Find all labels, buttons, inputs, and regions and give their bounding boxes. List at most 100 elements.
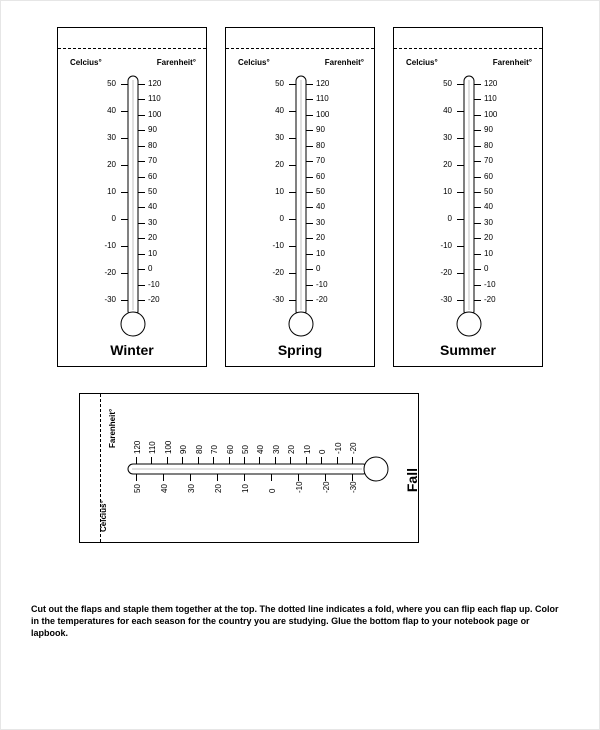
fahrenheit-tick-label: 0 [318,450,327,454]
celsius-tick-label: -30 [440,295,452,304]
celsius-tick [289,165,296,166]
fahrenheit-tick-label: 30 [316,218,325,227]
fahrenheit-tick-label: 50 [241,445,250,454]
celsius-tick [121,138,128,139]
celsius-tick-label: 40 [107,106,116,115]
thermometer-icon [394,28,544,368]
fahrenheit-tick [290,457,291,464]
fahrenheit-tick-label: 80 [316,141,325,150]
fahrenheit-tick-label: 30 [272,445,281,454]
fahrenheit-tick [198,457,199,464]
fahrenheit-tick-label: 90 [484,125,493,134]
fahrenheit-tick [474,238,481,239]
celsius-tick-label: 50 [107,79,116,88]
fahrenheit-tick [138,161,145,162]
fahrenheit-tick [474,84,481,85]
fahrenheit-tick [306,457,307,464]
fahrenheit-tick [306,192,313,193]
fahrenheit-tick [474,161,481,162]
celsius-tick [457,192,464,193]
thermometer-icon [80,394,420,544]
celsius-tick [163,474,164,481]
fahrenheit-tick-label: -10 [334,442,343,454]
celsius-tick [271,474,272,481]
celsius-tick-label: 0 [112,214,116,223]
panel-winter: Celcius°Farenheit°50403020100-10-20-3012… [57,27,207,367]
celsius-tick-label: 10 [443,187,452,196]
page: { "celsius": { "label": "Celcius°", "min… [0,0,600,730]
fahrenheit-tick-label: 60 [484,172,493,181]
celsius-tick-label: -30 [349,481,358,493]
fahrenheit-tick [306,269,313,270]
fahrenheit-tick-label: 20 [484,233,493,242]
fahrenheit-tick [474,192,481,193]
thermometer-icon [58,28,208,368]
celsius-tick [121,165,128,166]
fahrenheit-tick [151,457,152,464]
fahrenheit-tick [306,238,313,239]
fahrenheit-tick-label: 40 [256,445,265,454]
fahrenheit-tick [474,177,481,178]
fahrenheit-tick [474,300,481,301]
celsius-tick [121,300,128,301]
fahrenheit-tick-label: 100 [484,110,497,119]
celsius-tick-label: -20 [104,268,116,277]
panel-spring: Celcius°Farenheit°50403020100-10-20-3012… [225,27,375,367]
fahrenheit-tick-label: 110 [316,94,329,103]
celsius-tick [121,219,128,220]
fahrenheit-tick [306,254,313,255]
fahrenheit-tick [306,161,313,162]
fahrenheit-tick-label: 40 [484,202,493,211]
fahrenheit-tick-label: 80 [484,141,493,150]
panel-title: Winter [58,342,206,358]
fahrenheit-tick-label: 120 [133,441,142,454]
celsius-tick [457,84,464,85]
fahrenheit-tick [474,254,481,255]
celsius-tick [289,246,296,247]
fahrenheit-tick-label: 0 [316,264,320,273]
fahrenheit-tick [306,223,313,224]
fahrenheit-tick [306,207,313,208]
fahrenheit-tick [213,457,214,464]
fahrenheit-tick-label: 40 [148,202,157,211]
fahrenheit-tick [229,457,230,464]
celsius-tick-label: 0 [448,214,452,223]
celsius-tick [244,474,245,481]
panel-title: Fall [404,468,420,492]
fahrenheit-tick [167,457,168,464]
celsius-tick [121,192,128,193]
fahrenheit-tick-label: 40 [316,202,325,211]
fahrenheit-tick-label: -20 [349,442,358,454]
fahrenheit-tick-label: -20 [148,295,160,304]
fahrenheit-tick-label: 110 [148,441,157,454]
celsius-tick-label: -20 [322,481,331,493]
fahrenheit-tick [138,207,145,208]
fahrenheit-tick-label: 90 [179,445,188,454]
fahrenheit-tick [306,84,313,85]
fahrenheit-tick-label: 70 [148,156,157,165]
panel-summer: Celcius°Farenheit°50403020100-10-20-3012… [393,27,543,367]
fahrenheit-tick [474,285,481,286]
fahrenheit-tick [306,177,313,178]
fahrenheit-tick [138,254,145,255]
fahrenheit-tick [138,238,145,239]
celsius-tick [121,273,128,274]
fahrenheit-tick-label: 50 [484,187,493,196]
fahrenheit-tick-label: 20 [316,233,325,242]
fahrenheit-tick-label: 10 [148,249,157,258]
celsius-tick-label: 20 [214,484,223,493]
fahrenheit-tick-label: 30 [148,218,157,227]
fahrenheit-tick [306,130,313,131]
celsius-tick-label: 30 [107,133,116,142]
panel-title: Spring [226,342,374,358]
fahrenheit-tick [306,146,313,147]
fahrenheit-tick-label: 20 [287,445,296,454]
fahrenheit-tick-label: 120 [316,79,329,88]
fahrenheit-tick-label: 70 [210,445,219,454]
celsius-tick-label: 0 [280,214,284,223]
fahrenheit-tick-label: 60 [148,172,157,181]
thermometer-icon [226,28,376,368]
celsius-tick-label: 40 [160,484,169,493]
fahrenheit-tick-label: 80 [148,141,157,150]
fahrenheit-tick [306,99,313,100]
